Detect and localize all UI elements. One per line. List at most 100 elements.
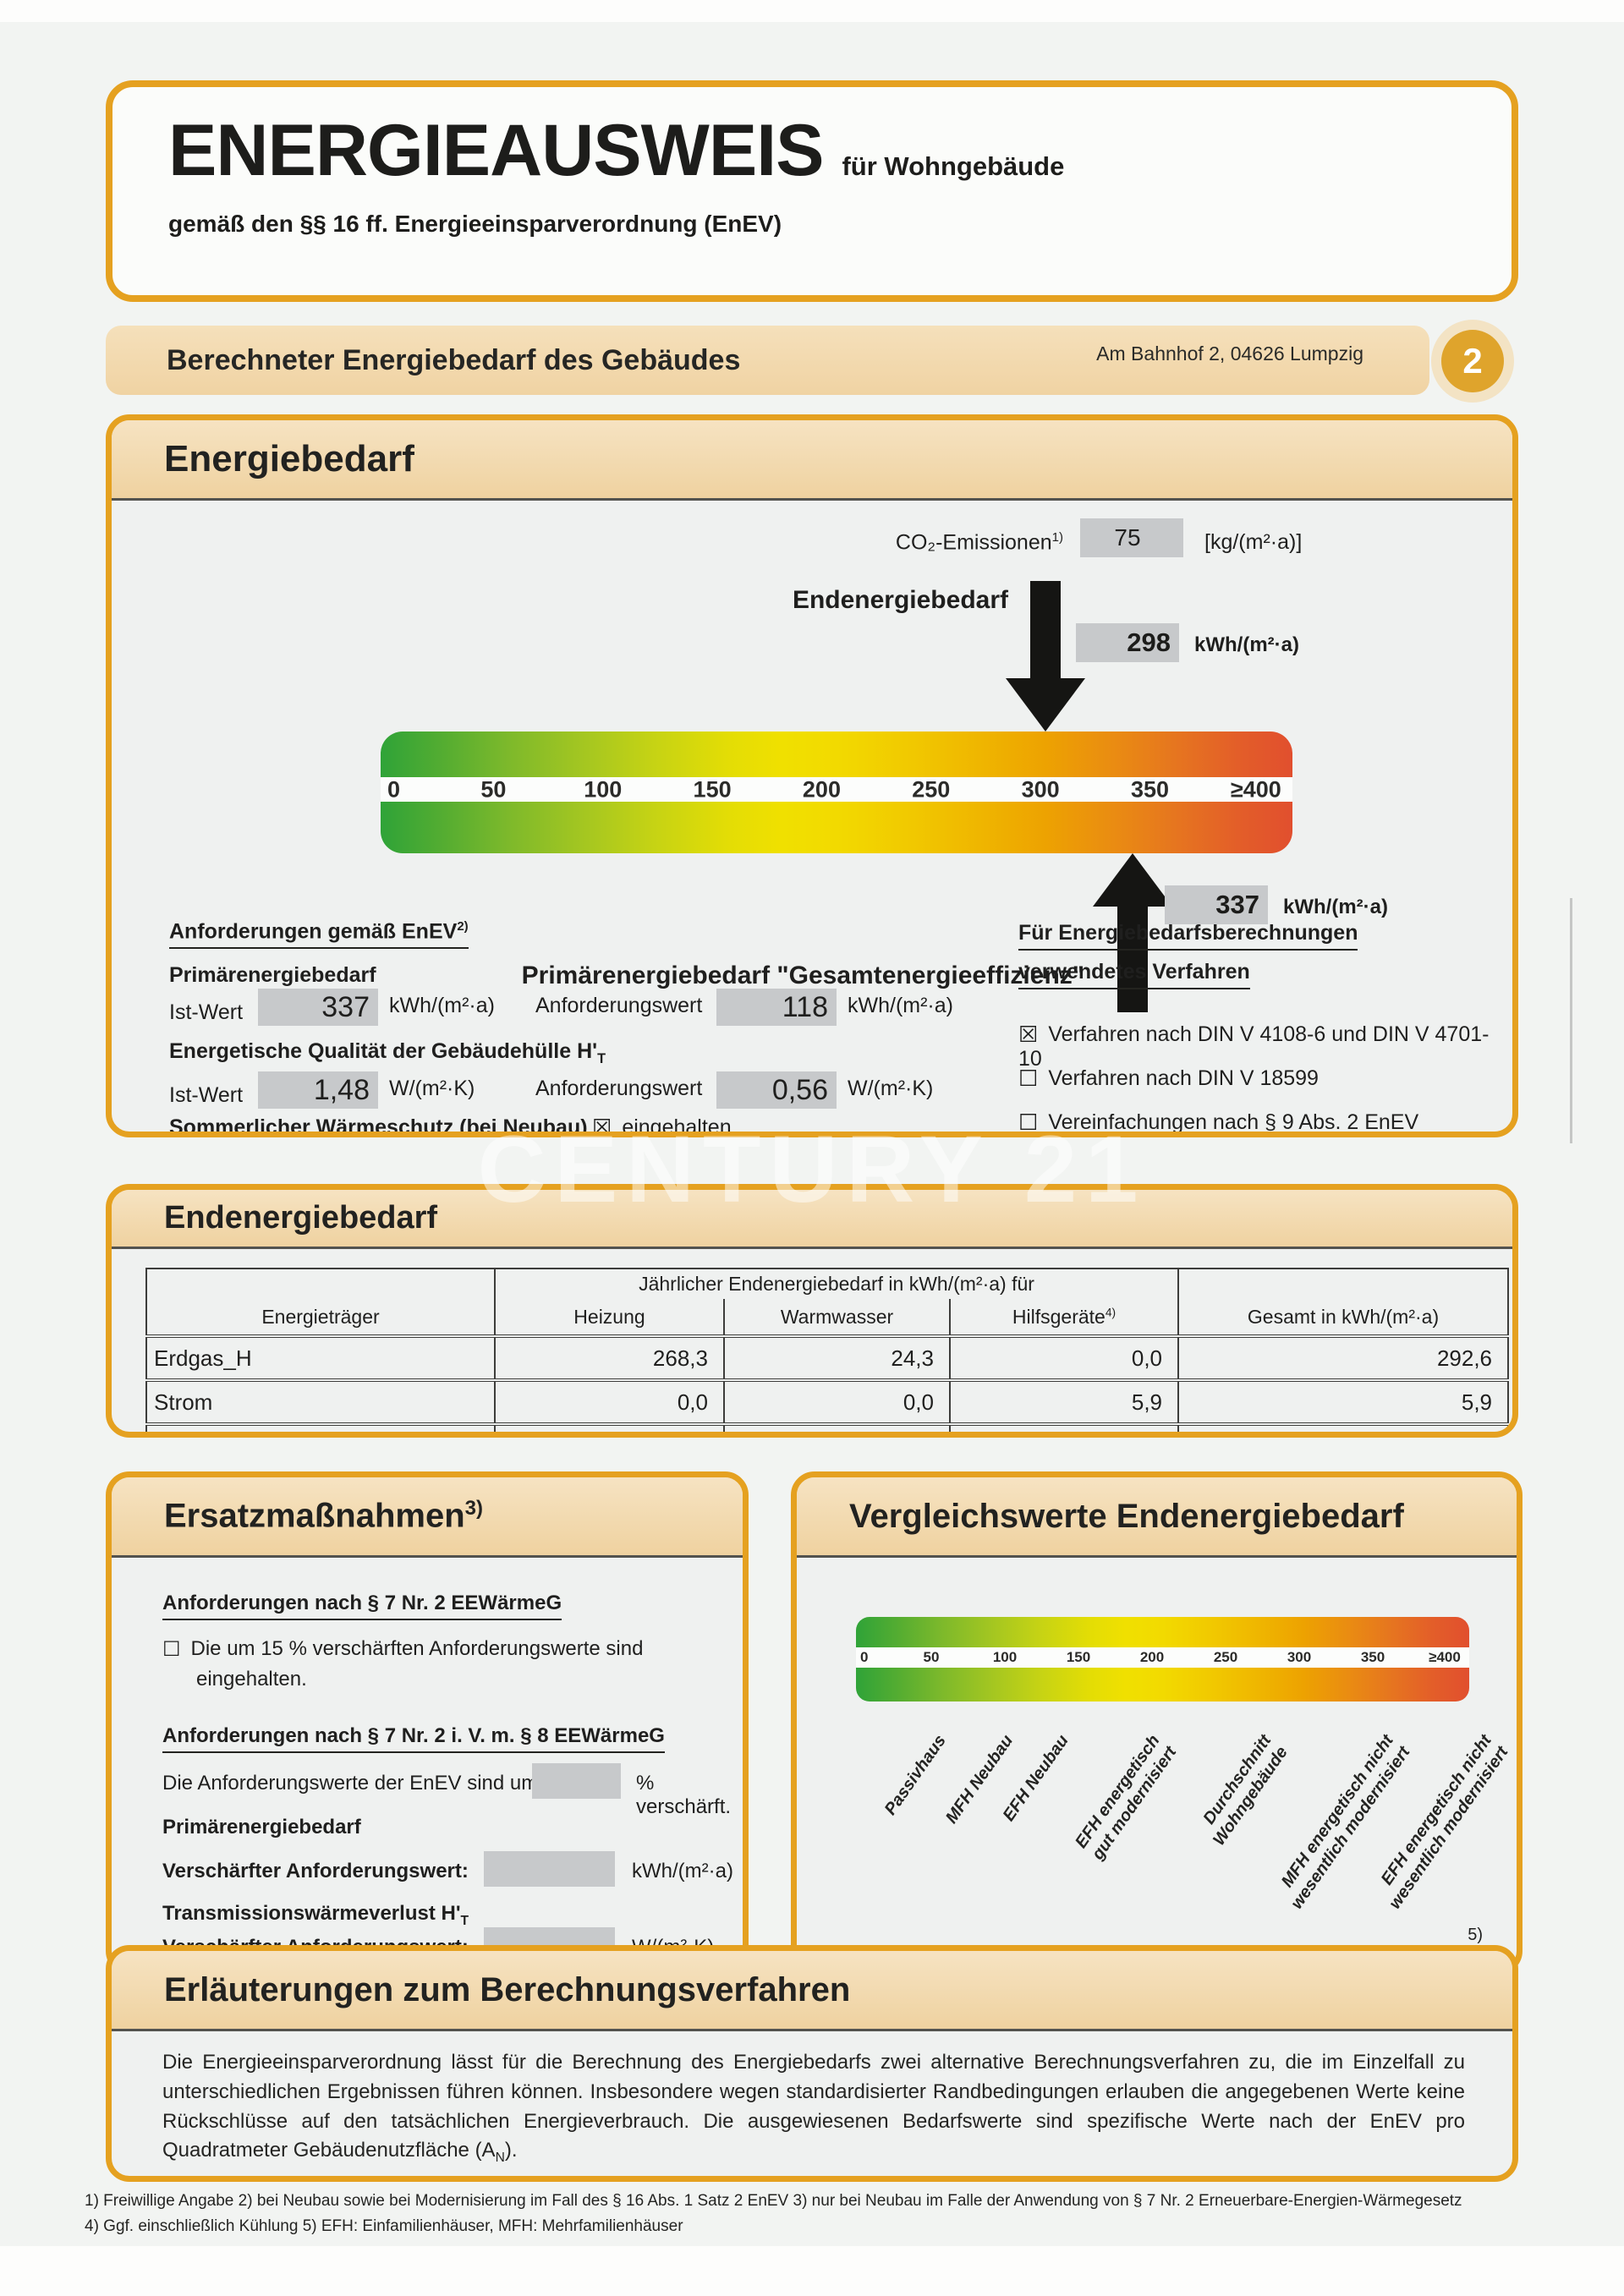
footnote-line1: 1) Freiwillige Angabe 2) bei Neubau sowi…: [85, 2192, 1462, 2210]
verfahren-item-din18599: ☐ Verfahren nach DIN V 18599: [1018, 1066, 1319, 1091]
cell-hilfsgeraete: 5,9: [950, 1380, 1180, 1426]
anforderungen-footnote-ref: 2): [457, 919, 469, 934]
column-header-warmwasser: Warmwasser: [724, 1299, 951, 1338]
co2-footnote-ref: 1): [1051, 530, 1063, 545]
checkbox-checked-icon: ☒: [1018, 1022, 1039, 1047]
document-header-box: ENERGIEAUSWEIS für Wohngebäude gemäß den…: [106, 80, 1518, 302]
panel-ersatzmassnahmen: Ersatzmaßnahmen3) Anforderungen nach § 7…: [106, 1471, 749, 1975]
energy-scale: 0 50 100 150 200 250 300 350 ≥400: [381, 732, 1292, 853]
panel-vergleichswerte: Vergleichswerte Endenergiebedarf 0 50 10…: [791, 1471, 1522, 1975]
checkbox-unchecked-icon: ☐: [1018, 1110, 1039, 1135]
primaer-ist-unit: kWh/(m²·a): [389, 994, 495, 1017]
huelle-anforderung-value-box: 0,56: [716, 1071, 837, 1109]
building-address: Am Bahnhof 2, 04626 Lumpzig: [1096, 342, 1363, 364]
scale-tick: 300: [1021, 776, 1060, 802]
co2-unit: [kg/(m²·a)]: [1204, 530, 1303, 554]
scale-tick: 0: [387, 776, 401, 802]
scale-tick: 0: [860, 1649, 869, 1665]
column-header-hilfsgeraete: Hilfsgeräte4): [950, 1299, 1180, 1338]
panel-energiebedarf-header: Energiebedarf: [112, 420, 1512, 501]
column-header-gesamt: Gesamt in kWh/(m²·a): [1178, 1299, 1509, 1338]
scale-tick: 150: [1066, 1649, 1091, 1665]
scale-tick: 100: [584, 776, 623, 802]
ist-wert-label: Ist-Wert: [169, 1000, 244, 1024]
primaerenergiebedarf-value: 337: [1215, 890, 1259, 919]
co2-value-box: 75: [1080, 518, 1183, 557]
sommer-waermeschutz-label: Sommerlicher Wärmeschutz (bei Neubau): [169, 1115, 588, 1137]
endenergiebedarf-label: Endenergiebedarf: [792, 586, 1008, 614]
verschaerfter-anforderungswert1-label: Verschärfter Anforderungswert:: [162, 1860, 469, 1882]
scale-tick: ≥400: [1230, 776, 1281, 802]
enev-verschaerft-label: Die Anforderungswerte der EnEV sind um: [162, 1772, 539, 1795]
energy-scale-gradient-top: [381, 732, 1292, 777]
page-number-badge: 2: [1431, 320, 1514, 403]
primaerenergiebedarf-value-box: 337: [1165, 885, 1268, 924]
panel-energiebedarf: Energiebedarf CO₂-Emissionen1) 75 [kg/(m…: [106, 414, 1518, 1137]
panel-endenergiebedarf-header: Endenergiebedarf: [112, 1190, 1512, 1249]
huelle-ist-value-box: 1,48: [258, 1071, 378, 1109]
cell-warmwasser: 24,3: [724, 1336, 951, 1382]
table-row-empty: [146, 1424, 1508, 1432]
verschaerfter-anforderungswert1-box: [484, 1851, 615, 1887]
cell-energietraeger: Strom: [146, 1380, 496, 1426]
co2-emissions-label: CO₂-Emissionen1): [895, 530, 1063, 555]
panel-vergleichswerte-header: Vergleichswerte Endenergiebedarf: [797, 1477, 1517, 1558]
primaer-anforderung-value: 118: [782, 990, 828, 1023]
cell-gesamt: 292,6: [1178, 1336, 1509, 1382]
anforderungen-heading: Anforderungen gemäß EnEV2): [169, 919, 469, 950]
table-span-header: Jährlicher Endenergiebedarf in kWh/(m²·a…: [495, 1269, 1180, 1299]
panel-erlaeuterungen: Erläuterungen zum Berechnungsverfahren D…: [106, 1945, 1518, 2182]
hilfsgeraete-footnote-ref: 4): [1105, 1305, 1116, 1318]
primaer-ist-value: 337: [321, 990, 370, 1023]
verfahren-item-vereinfachungen: ☐ Vereinfachungen nach § 9 Abs. 2 EnEV: [1018, 1110, 1419, 1135]
panel-vergleichswerte-title: Vergleichswerte Endenergiebedarf: [849, 1497, 1404, 1535]
primaerenergiebedarf-arrow-up-icon: [1093, 853, 1172, 907]
energy-scale-tick-band: 0 50 100 150 200 250 300 350 ≥400: [381, 776, 1292, 802]
document-title-suffix: für Wohngebäude: [842, 151, 1065, 181]
scale-tick: 200: [802, 776, 841, 802]
eewaermeg-item1: ☐ Die um 15 % verschärften Anforderungswe…: [162, 1637, 644, 1661]
endenergiebedarf-value-box: 298: [1076, 623, 1179, 662]
huelle-ist-value: 1,48: [313, 1073, 370, 1106]
huelle-anforderung-value: 0,56: [771, 1073, 828, 1106]
vergleich-scale-gradient-bottom: [856, 1668, 1469, 1701]
page-number: 2: [1462, 341, 1483, 381]
scan-artifact-line: [1570, 898, 1572, 1143]
endenergiebedarf-arrow-shaft-icon: [1030, 581, 1061, 679]
panel-ersatzmassnahmen-header: Ersatzmaßnahmen3): [112, 1477, 743, 1558]
ist-wert2-label: Ist-Wert: [169, 1083, 244, 1107]
checkbox-checked-icon: ☒: [592, 1115, 612, 1137]
scale-tick: 350: [1130, 776, 1170, 802]
primaerenergiebedarf-label: Primärenergiebedarf "Gesamtenergieeffizi…: [521, 962, 1084, 989]
co2-value: 75: [1114, 524, 1141, 551]
cell-warmwasser: 0,0: [724, 1380, 951, 1426]
scale-tick: 350: [1360, 1649, 1385, 1665]
table-corner-cell: [146, 1269, 496, 1299]
sommer-waermeschutz-status: ☒ eingehalten: [592, 1114, 732, 1137]
cell-hilfsgeraete: 0,0: [950, 1336, 1180, 1382]
primaer-ist-value-box: 337: [258, 989, 378, 1026]
panel-endenergiebedarf-title: Endenergiebedarf: [164, 1200, 438, 1236]
panel-energiebedarf-title: Energiebedarf: [164, 438, 414, 479]
column-header-energietraeger: Energieträger: [146, 1299, 496, 1338]
panel-erlaeuterungen-header: Erläuterungen zum Berechnungsverfahren: [112, 1951, 1512, 2031]
document-subtitle: gemäß den §§ 16 ff. Energieeinsparverord…: [168, 211, 782, 237]
vergleich-scale: 0 50 100 150 200 250 300 350 ≥400: [856, 1617, 1469, 1701]
transmissionswaermeverlust-label: Transmissionswärmeverlust H'T: [162, 1902, 469, 1928]
page-number-badge-circle: 2: [1441, 330, 1504, 392]
erlaeuterungen-paragraph: Die Energieeinsparverordnung lässt für d…: [162, 2051, 1465, 2166]
cell-gesamt: 5,9: [1178, 1380, 1509, 1426]
endenergiebedarf-value: 298: [1127, 627, 1171, 657]
verschaerfter-anforderungswert1-unit: kWh/(m²·a): [632, 1860, 733, 1882]
panel-endenergiebedarf: Endenergiebedarf Jährlicher Endenergiebe…: [106, 1184, 1518, 1438]
footnote-line2: 4) Ggf. einschließlich Kühlung 5) EFH: E…: [85, 2217, 683, 2235]
scale-tick: 200: [1139, 1649, 1165, 1665]
eewaermeg-heading1: Anforderungen nach § 7 Nr. 2 EEWärmeG: [162, 1592, 562, 1620]
scale-tick: 50: [923, 1649, 940, 1665]
primaerenergiebedarf-arrow-shaft-icon: [1117, 905, 1148, 1012]
scale-tick: 250: [1213, 1649, 1238, 1665]
primaerenergiebedarf-unit: kWh/(m²·a): [1283, 896, 1388, 918]
table-empty-cell: [1178, 1269, 1508, 1299]
banner-title: Berechneter Energiebedarf des Gebäudes: [167, 343, 741, 376]
